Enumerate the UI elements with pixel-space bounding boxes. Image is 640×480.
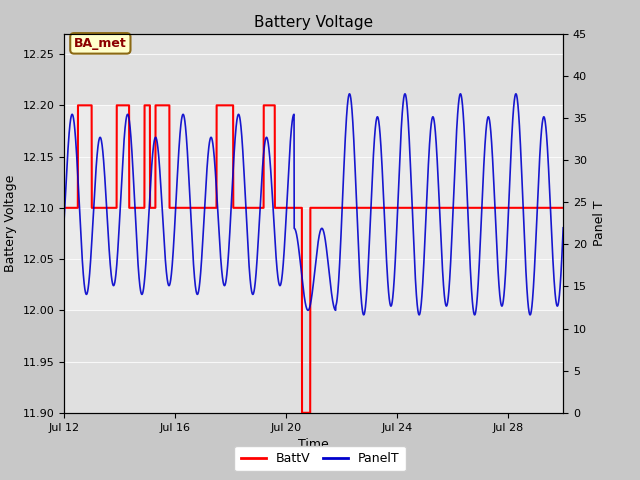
Text: BA_met: BA_met [74,37,127,50]
Y-axis label: Battery Voltage: Battery Voltage [4,175,17,272]
Legend: BattV, PanelT: BattV, PanelT [234,446,406,471]
Bar [64,105,563,310]
Y-axis label: Panel T: Panel T [593,200,605,246]
Title: Battery Voltage: Battery Voltage [254,15,373,30]
X-axis label: Time: Time [298,438,329,451]
